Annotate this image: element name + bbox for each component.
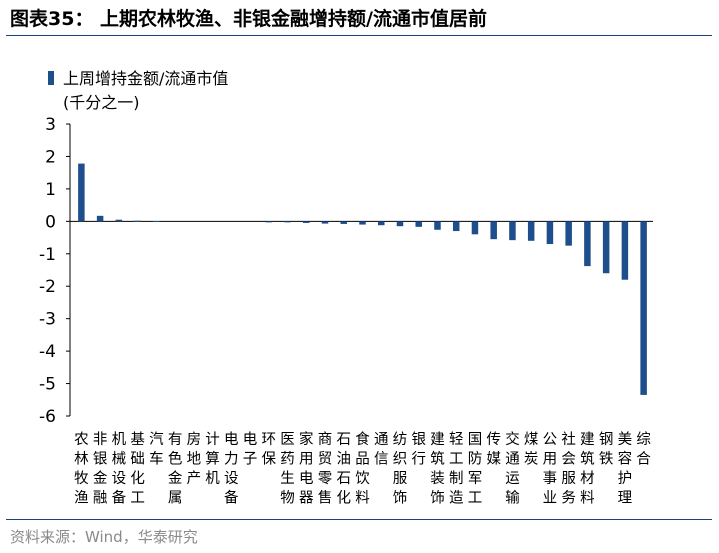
y-tick-label: -1 [39,245,56,265]
bar [115,219,123,222]
bar [153,221,160,223]
bar [471,221,479,235]
category-label: 环保 [262,432,277,468]
bar [527,221,535,241]
y-tick-label: -6 [39,407,56,427]
bar [78,163,85,222]
legend: 上周增持金额/流通市值 (千分之一) [48,69,228,112]
category-label: 社会服务 [561,431,576,507]
category-label: 建筑材料 [580,431,595,507]
bar [340,221,348,224]
y-tick-label: -5 [39,375,56,395]
category-label: 建筑装饰 [430,431,445,507]
bar [265,221,273,223]
bar [96,215,104,222]
bar [377,221,385,226]
legend-unit: (千分之一) [63,93,140,112]
footer-rule [6,519,712,520]
category-label: 交通运输 [505,430,520,507]
chart-title: 图表35： 上期农林牧渔、非银金融增持额/流通市值居前 [10,8,487,30]
bar [284,221,291,223]
category-label: 综合 [636,431,651,468]
category-label: 计算机 [205,431,220,487]
bar [134,220,141,222]
category-label: 纺织服饰 [393,431,408,507]
bar [303,221,310,223]
category-label: 有色金属 [168,431,183,507]
category-label: 机械设备 [112,431,127,507]
category-label: 公用事业 [543,432,558,507]
bar [546,221,554,245]
category-label: 电力设备 [224,431,239,507]
category-label: 钢铁 [599,431,614,468]
bar [621,221,629,280]
category-label: 电子 [243,431,258,468]
bar [452,221,460,232]
legend-swatch [48,71,54,85]
bar [434,221,441,230]
y-tick-label: 0 [45,212,56,232]
bar [415,221,422,227]
category-label: 银行 [411,431,426,468]
y-tick-label: 1 [45,180,56,200]
y-tick-label: -4 [39,342,56,362]
category-labels: 农林牧渔非银金融机械设备基础化工汽车有色金属房地产计算机电力设备电子环保医药生物… [74,430,651,507]
bar [359,221,366,225]
bar [490,221,497,240]
category-label: 国防军工 [468,432,483,507]
bar [509,221,516,241]
bar [640,221,647,395]
category-label: 非银金融 [93,431,108,507]
bar [584,221,591,267]
y-axis [66,123,653,417]
legend-label: 上周增持金额/流通市值 [63,69,228,88]
bar [565,221,572,246]
category-label: 基础化工 [130,431,145,507]
category-label: 汽车 [149,431,164,468]
y-axis-ticks: 3 2 1 0 -1 -2 -3 -4 -5 -6 [39,115,56,427]
y-tick-label: 3 [45,115,56,135]
category-label: 通信 [374,431,389,468]
y-tick-label: 2 [45,147,56,167]
title-rule [6,35,712,36]
bars [78,163,647,395]
bar [396,221,404,227]
category-label: 石油石化 [337,432,352,507]
category-label: 房地产 [187,431,202,487]
category-label: 煤炭 [524,431,539,468]
bar [321,221,329,224]
category-label: 美容护理 [618,431,633,507]
category-label: 食品饮料 [355,431,370,507]
category-label: 家用电器 [299,431,314,507]
bar [602,221,610,274]
source-note: 资料来源：Wind，华泰研究 [10,528,198,546]
category-label: 商贸零售 [318,431,333,507]
category-label: 轻工制造 [449,431,464,507]
category-label: 传媒 [486,431,501,468]
category-label: 医药生物 [280,432,295,507]
y-tick-label: -3 [39,310,56,330]
y-tick-label: -2 [39,277,56,297]
category-label: 农林牧渔 [74,431,89,507]
